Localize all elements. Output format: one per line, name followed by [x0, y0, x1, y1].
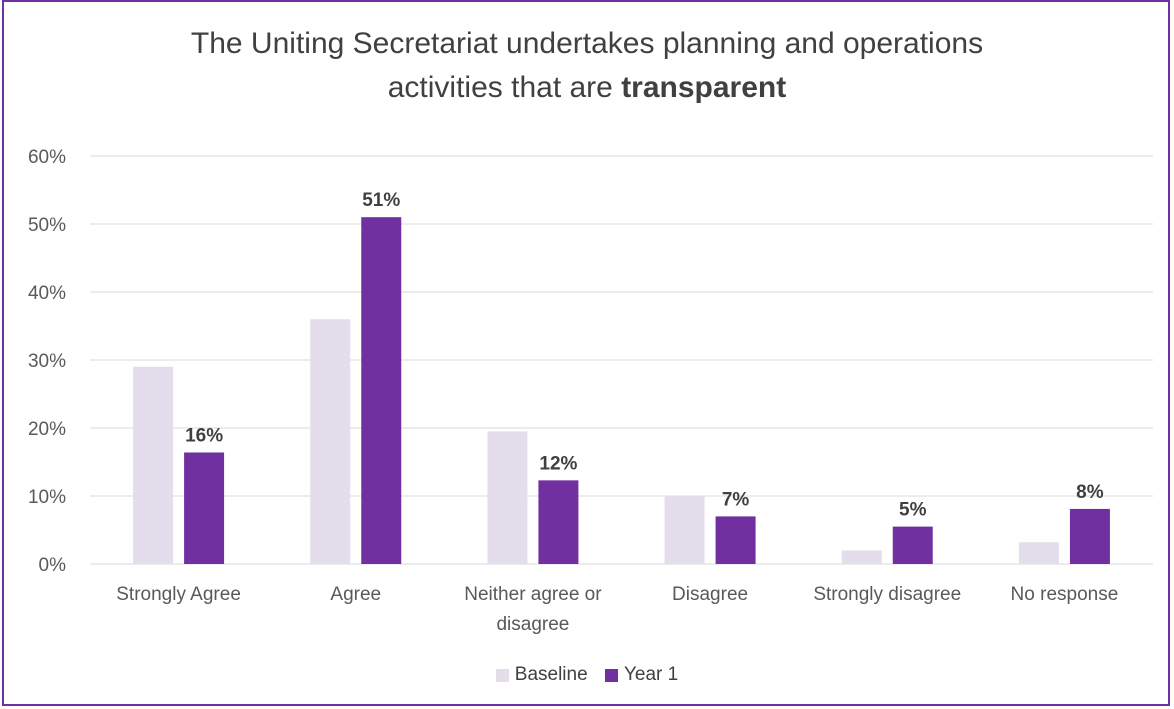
y-tick-label: 40%	[28, 283, 66, 304]
bar-year1	[892, 526, 933, 564]
bar-year1	[361, 217, 402, 564]
legend-swatch-baseline	[495, 668, 509, 682]
chart-title-line1: The Uniting Secretariat undertakes plann…	[190, 27, 984, 60]
x-axis: Strongly Agree Agree Neither agree or disag…	[116, 584, 1118, 635]
y-tick-label: 20%	[28, 419, 66, 440]
legend-item-baseline: Baseline	[495, 664, 588, 686]
bars: 16% 51% 12% 7% 5% 8%	[133, 190, 1110, 564]
x-tick-label: Disagree	[672, 584, 748, 605]
y-axis: 0% 10% 20% 30% 40% 50% 60%	[28, 147, 66, 576]
bar-baseline	[487, 431, 528, 564]
x-tick-label: Neither agree or	[464, 584, 602, 605]
data-label: 5%	[899, 500, 927, 521]
legend-label-baseline: Baseline	[514, 664, 588, 685]
y-tick-label: 60%	[28, 147, 66, 168]
chart-title-emphasis: transparent	[621, 71, 787, 104]
x-tick-label: Strongly Agree	[116, 584, 241, 605]
data-label: 16%	[185, 425, 223, 446]
x-tick-label: No response	[1011, 584, 1119, 605]
bar-baseline	[664, 496, 705, 564]
bar-baseline	[841, 550, 882, 564]
data-label: 8%	[1076, 482, 1104, 503]
chart-title: The Uniting Secretariat undertakes plann…	[0, 22, 1174, 110]
bar-baseline	[133, 366, 174, 564]
data-label: 51%	[362, 190, 400, 211]
y-tick-label: 10%	[28, 487, 66, 508]
x-tick-label: disagree	[496, 614, 569, 635]
y-tick-label: 50%	[28, 215, 66, 236]
bar-year1	[538, 480, 579, 564]
bar-baseline	[1018, 542, 1059, 564]
data-label: 7%	[722, 489, 750, 510]
chart-title-line2: activities that are transparent	[387, 71, 787, 104]
bar-year1	[715, 516, 756, 564]
bar-baseline	[310, 319, 351, 564]
y-tick-label: 30%	[28, 351, 66, 372]
legend-swatch-year1	[604, 668, 618, 682]
y-tick-label: 0%	[39, 555, 67, 576]
x-tick-label: Agree	[330, 584, 381, 605]
legend: Baseline Year 1	[0, 664, 1174, 688]
bar-year1	[1069, 508, 1110, 564]
legend-label-year1: Year 1	[623, 664, 679, 685]
bar-year1	[184, 452, 225, 564]
x-tick-label: Strongly disagree	[813, 584, 961, 605]
gridlines	[90, 155, 1153, 565]
legend-item-year1: Year 1	[604, 664, 679, 686]
data-label: 12%	[539, 453, 577, 474]
